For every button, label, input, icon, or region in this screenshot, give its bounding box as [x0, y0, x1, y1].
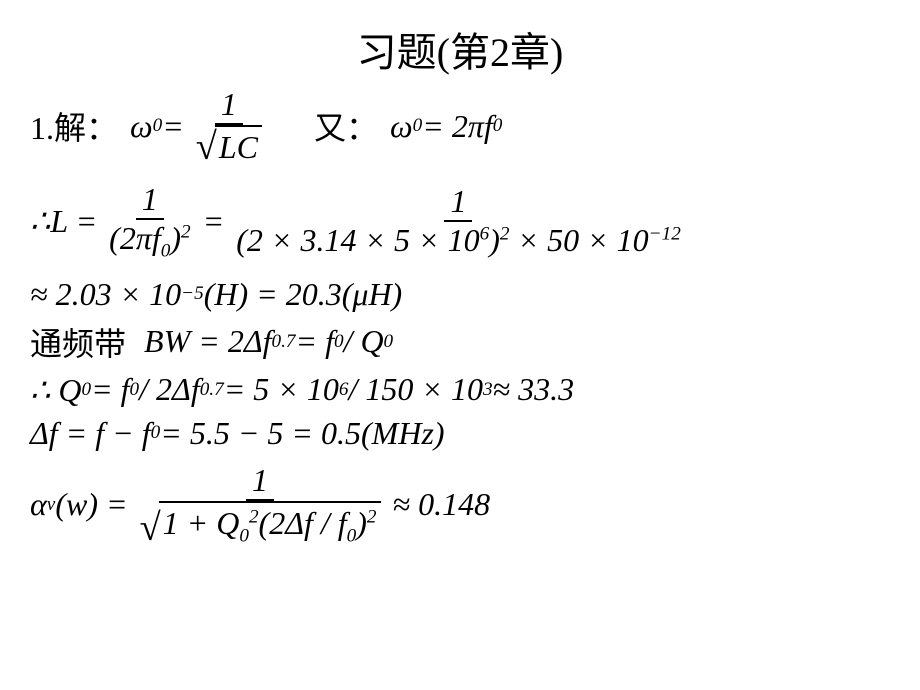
frac-2a-den: (2πf0)2: [103, 220, 196, 262]
sub0b: 0: [413, 115, 423, 137]
den2a: (2 × 3.14 × 5 × 10: [236, 222, 479, 258]
rhs1: = 2πf: [422, 108, 493, 145]
sub0i: 0: [151, 422, 161, 444]
sqrt-7: √ 1 + Q02(2Δf / f0)2: [140, 501, 381, 547]
l7res: ≈ 0.148: [393, 486, 491, 523]
frac-1: 1 √ LC: [190, 86, 268, 167]
sub0e: 0: [334, 331, 344, 353]
l4b: = f: [295, 323, 333, 360]
den-b: ): [170, 220, 181, 256]
frac-7-num: 1: [246, 462, 274, 501]
eq2: =: [203, 203, 225, 240]
den7a: 1 + Q: [163, 505, 240, 541]
l5sub07: 0.7: [200, 379, 224, 401]
l6b: = 5.5 − 5 = 0.5(MHz): [160, 415, 444, 452]
also-label: 又：: [314, 103, 378, 149]
exp2a: 2: [181, 221, 191, 242]
page-title: 习题(第2章): [30, 20, 890, 78]
exp2c: 2: [249, 506, 259, 527]
l3a: ≈ 2.03 × 10: [30, 276, 181, 313]
sqrt-lc-val: LC: [215, 125, 262, 166]
frac-2b-num: 1: [444, 183, 472, 222]
frac-7-den: √ 1 + Q02(2Δf / f0)2: [134, 501, 387, 548]
equation-line-2: ∴ L = 1 (2πf0)2 = 1 (2 × 3.14 × 5 × 106)…: [30, 181, 890, 262]
sub0g: 0: [81, 379, 91, 401]
equation-line-6: Δf = f − f0 = 5.5 − 5 = 0.5(MHz): [30, 415, 890, 452]
omega: ω: [130, 108, 153, 145]
equation-line-1: 1.解： ω0 = 1 √ LC 又： ω0 = 2πf0: [30, 86, 890, 167]
frac-7: 1 √ 1 + Q02(2Δf / f0)2: [134, 462, 387, 548]
exp2d: 2: [367, 506, 377, 527]
equation-line-3: ≈ 2.03 × 10−5 (H) = 20.3(μH): [30, 276, 890, 313]
sub0c: 0: [493, 115, 503, 137]
sub0k: 0: [347, 525, 357, 546]
omega2: ω: [390, 108, 413, 145]
den-a: (2πf: [109, 220, 161, 256]
den7b: (2Δf / f: [259, 505, 347, 541]
l5c: / 2Δf: [139, 371, 200, 408]
frac-1-den: √ LC: [190, 125, 268, 167]
l3exp: −5: [181, 283, 204, 305]
sqrt-7-val: 1 + Q02(2Δf / f0)2: [159, 501, 381, 547]
frac-2a: 1 (2πf0)2: [103, 181, 196, 262]
frac-1-num: 1: [215, 86, 243, 125]
equation-line-7: αv (w) = 1 √ 1 + Q02(2Δf / f0)2 ≈ 0.148: [30, 462, 890, 548]
l4c: / Q: [344, 323, 384, 360]
therefore: ∴: [30, 202, 50, 240]
l5e: / 150 × 10: [348, 371, 482, 408]
l6a: Δf = f − f: [30, 415, 151, 452]
sqrt-lc: √ LC: [196, 125, 262, 166]
exp6: 6: [480, 224, 490, 245]
slide: 习题(第2章) 1.解： ω0 = 1 √ LC 又： ω0 = 2πf0 ∴ …: [0, 0, 920, 690]
eq: =: [162, 108, 184, 145]
sub0: 0: [153, 115, 163, 137]
l5b: = f: [91, 371, 129, 408]
bw-label: 通频带: [30, 319, 126, 365]
den7c: ): [356, 505, 367, 541]
l5f: ≈ 33.3: [493, 371, 575, 408]
sub0f: 0: [384, 331, 394, 353]
l7sub: v: [47, 494, 56, 516]
l7b: (w) =: [55, 486, 127, 523]
equation-line-4: 通频带 BW = 2Δf0.7 = f0 / Q0: [30, 319, 890, 365]
equation-line-5: ∴ Q0 = f0 / 2Δf0.7 = 5 × 106 / 150 × 103…: [30, 371, 890, 409]
l7a: α: [30, 486, 47, 523]
sub0h: 0: [130, 379, 140, 401]
exp-12: −12: [649, 224, 681, 245]
den2c: × 50 × 10: [509, 222, 648, 258]
sub0d: 0: [161, 240, 171, 261]
l4sub: 0.7: [271, 331, 295, 353]
prefix-1: 1.解：: [30, 103, 118, 149]
frac-2b-den: (2 × 3.14 × 5 × 106)2 × 50 × 10−12: [230, 222, 687, 259]
l5exp2: 3: [483, 379, 493, 401]
frac-2a-num: 1: [136, 181, 164, 220]
L-eq: L =: [50, 203, 97, 240]
den2b: ): [489, 222, 500, 258]
l4a: BW = 2Δf: [144, 323, 271, 360]
l3b: (H) = 20.3(μH): [204, 276, 403, 313]
l5a: ∴ Q: [30, 371, 81, 409]
l5d: = 5 × 10: [224, 371, 339, 408]
frac-2b: 1 (2 × 3.14 × 5 × 106)2 × 50 × 10−12: [230, 183, 687, 259]
sub0j: 0: [239, 525, 249, 546]
